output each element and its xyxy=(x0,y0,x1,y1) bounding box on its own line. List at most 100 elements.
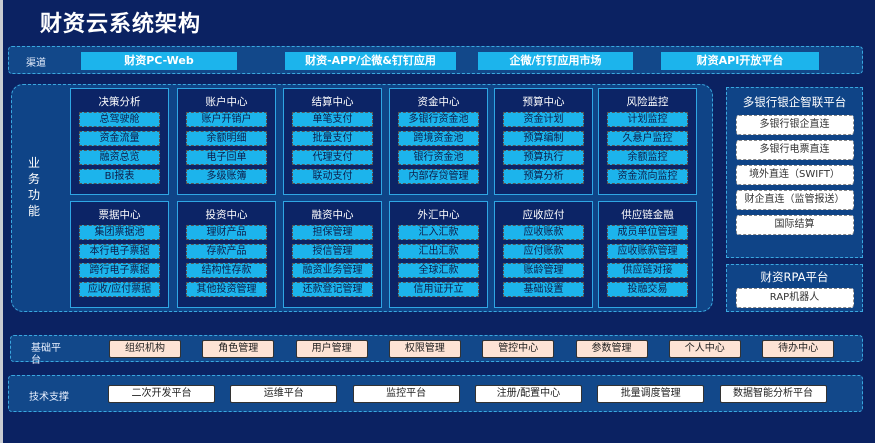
module-item[interactable]: 资金流向监控 xyxy=(607,169,688,184)
module-item[interactable]: 应收账款 xyxy=(503,225,584,240)
base-platform-button[interactable]: 待办中心 xyxy=(762,340,835,358)
module-item[interactable]: 账龄管理 xyxy=(503,263,584,278)
module-title: 资金中心 xyxy=(417,96,460,108)
module-item[interactable]: 还款登记管理 xyxy=(292,282,373,297)
module-item[interactable]: 集团票据池 xyxy=(79,225,160,240)
base-platform-button[interactable]: 参数管理 xyxy=(575,340,648,358)
module-item[interactable]: 电子回单 xyxy=(186,150,267,165)
channel-button[interactable]: 财资PC-Web xyxy=(81,52,237,70)
module-item[interactable]: 代理支付 xyxy=(292,150,373,165)
module-item[interactable]: 资金计划 xyxy=(503,112,584,127)
module-item[interactable]: 跨行电子票据 xyxy=(79,263,160,278)
base-platform-button[interactable]: 组织机构 xyxy=(109,340,181,358)
bank-platform-item[interactable]: 国际结算 xyxy=(735,215,854,235)
module-item[interactable]: BI报表 xyxy=(79,169,160,184)
tech-support-button[interactable]: 批量调度管理 xyxy=(597,385,705,403)
bank-platform-item[interactable]: 多银行电票直连 xyxy=(735,140,854,160)
module-box: 预算中心资金计划预算编制预算执行预算分析 xyxy=(494,88,593,195)
module-item[interactable]: 汇入汇款 xyxy=(398,225,479,240)
module-item[interactable]: 计划监控 xyxy=(607,112,688,127)
channel-button[interactable]: 财资API开放平台 xyxy=(661,52,819,70)
base-platform-button[interactable]: 管控中心 xyxy=(482,340,555,358)
module-item[interactable]: 应收/应付票据 xyxy=(79,282,160,297)
module-item[interactable]: 基础设置 xyxy=(503,282,584,297)
base-platform-button[interactable]: 权限管理 xyxy=(388,340,461,358)
module-item[interactable]: 单笔支付 xyxy=(292,112,373,127)
module-title: 融资中心 xyxy=(311,209,354,221)
module-title: 外汇中心 xyxy=(417,209,460,221)
channel-button[interactable]: 财资-APP/企微&钉钉应用 xyxy=(285,52,456,70)
module-item[interactable]: 信用证开立 xyxy=(398,282,479,297)
module-box: 投资中心 理财产品 存款产品 结构性存款 其他投资管理 xyxy=(177,201,276,308)
module-item[interactable]: 资金流量 xyxy=(79,131,160,146)
bank-platform-item[interactable]: 多银行银企直连 xyxy=(735,115,854,135)
module-title: 风险监控 xyxy=(626,96,669,108)
module-box: 资金中心多银行资金池 跨境资金池银行资金池内部存贷管理 xyxy=(389,88,488,195)
module-item[interactable]: 融资总览 xyxy=(79,150,160,165)
tech-support-button[interactable]: 二次开发平台 xyxy=(108,385,215,403)
bank-platform-item[interactable]: 境外直连（SWIFT） xyxy=(735,165,854,185)
module-item[interactable]: 余额监控 xyxy=(607,150,688,165)
module-item[interactable]: 担保管理 xyxy=(292,225,373,240)
module-box: 外汇中心汇入汇款汇出汇款全球汇款信用证开立 xyxy=(389,201,488,308)
module-title: 预算中心 xyxy=(522,96,565,108)
base-platform-band: 基础平台 组织机构 角色管理 用户管理 权限管理 管控中心 参数管理 个人中心 待办中心 xyxy=(10,335,863,366)
module-item[interactable]: 理财产品 xyxy=(186,225,267,240)
module-item[interactable]: 存款产品 xyxy=(186,244,267,259)
module-item[interactable]: 其他投资管理 xyxy=(186,282,267,297)
base-platform-button[interactable]: 用户管理 xyxy=(295,340,368,358)
tech-support-label: 技术支撑 xyxy=(29,392,69,403)
module-item[interactable]: 供应链对接 xyxy=(607,263,688,278)
channel-button[interactable]: 企微/钉钉应用市场 xyxy=(478,52,633,70)
business-label: 业务功能 xyxy=(27,156,40,218)
module-title: 应收应付 xyxy=(522,209,565,221)
module-item[interactable]: 结构性存款 xyxy=(186,263,267,278)
base-platform-button[interactable]: 角色管理 xyxy=(202,340,275,358)
rpa-platform-panel: 财资RPA平台 RAP机器人 xyxy=(726,264,863,312)
module-item[interactable]: 汇出汇款 xyxy=(398,244,479,259)
module-box: 应收应付应收账款应付账款账龄管理基础设置 xyxy=(494,201,593,308)
module-item[interactable]: 久悬户监控 xyxy=(607,131,688,146)
module-item[interactable]: 联动支付 xyxy=(292,169,373,184)
module-item[interactable]: 成员单位管理 xyxy=(607,225,688,240)
tech-support-button[interactable]: 注册/配置中心 xyxy=(474,385,582,403)
module-box: 结算中心单笔支付批量支付代理支付联动支付 xyxy=(283,88,382,195)
rpa-platform-item[interactable]: RAP机器人 xyxy=(735,288,854,308)
page-title: 财资云系统架构 xyxy=(40,12,202,37)
module-item[interactable]: 应付账款 xyxy=(503,244,584,259)
bank-platform-item[interactable]: 财企直连（监管报送） xyxy=(735,190,854,210)
module-item[interactable]: 融资业务管理 xyxy=(292,263,373,278)
tech-support-button[interactable]: 监控平台 xyxy=(352,385,460,403)
module-item[interactable]: 余额明细 xyxy=(186,131,267,146)
module-box: 供应链金融成员单位管理 应收账款管理 供应链对接投融交易 xyxy=(598,201,697,308)
tech-support-button[interactable]: 数据智能分析平台 xyxy=(719,385,827,403)
module-item[interactable]: 账户开销户 xyxy=(186,112,267,127)
module-item[interactable]: 银行资金池 xyxy=(398,150,479,165)
rpa-platform-title: 财资RPA平台 xyxy=(760,270,829,284)
base-platform-label: 基础平台 xyxy=(31,343,61,366)
bank-platform-panel: 多银行银企智联平台 多银行银企直连 多银行电票直连 境外直连（SWIFT） 财企直连（… xyxy=(726,87,863,258)
module-title: 供应链金融 xyxy=(621,209,674,221)
module-item[interactable]: 总驾驶舱 xyxy=(79,112,160,127)
module-item[interactable]: 多银行资金池 xyxy=(398,112,479,127)
tech-support-band: 技术支撑 二次开发平台 运维平台 监控平台 注册/配置中心 批量调度管理 数据智能分析平台 xyxy=(8,375,863,412)
module-box: 融资中心担保管理授信管理融资业务管理 还款登记管理 xyxy=(283,201,382,308)
module-title: 结算中心 xyxy=(311,96,354,108)
module-item[interactable]: 本行电子票据 xyxy=(79,244,160,259)
channel-band: 渠道 财资PC-Web 财资-APP/企微&钉钉应用 企微/钉钉应用市场 财资API开… xyxy=(8,46,863,74)
module-title: 决策分析 xyxy=(98,96,141,108)
module-item[interactable]: 内部存贷管理 xyxy=(398,169,479,184)
module-item[interactable]: 多级账簿 xyxy=(186,169,267,184)
base-platform-button[interactable]: 个人中心 xyxy=(668,340,741,358)
module-item[interactable]: 应收账款管理 xyxy=(607,244,688,259)
tech-support-button[interactable]: 运维平台 xyxy=(230,385,338,403)
module-item[interactable]: 全球汇款 xyxy=(398,263,479,278)
module-item[interactable]: 授信管理 xyxy=(292,244,373,259)
module-item[interactable]: 预算分析 xyxy=(503,169,584,184)
module-item[interactable]: 跨境资金池 xyxy=(398,131,479,146)
module-item[interactable]: 批量支付 xyxy=(292,131,373,146)
module-item[interactable]: 预算执行 xyxy=(503,150,584,165)
module-item[interactable]: 预算编制 xyxy=(503,131,584,146)
module-item[interactable]: 投融交易 xyxy=(607,282,688,297)
module-box: 票据中心 集团票据池 本行电子票据 跨行电子票据 应收/应付票据 xyxy=(70,201,169,308)
